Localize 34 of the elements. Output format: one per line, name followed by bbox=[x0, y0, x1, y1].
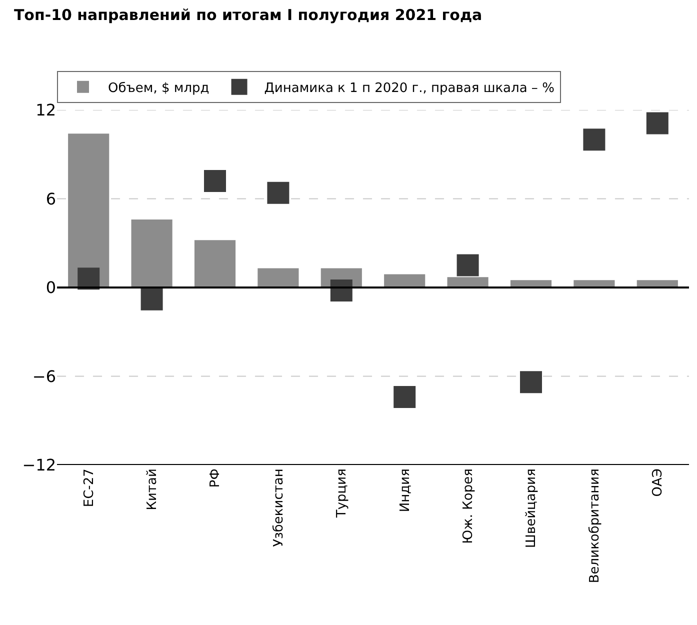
point bbox=[646, 112, 668, 134]
bar bbox=[68, 134, 110, 288]
x-tick-label: ОАЭ bbox=[650, 468, 666, 497]
point bbox=[330, 279, 352, 302]
point bbox=[394, 386, 416, 408]
bar bbox=[384, 274, 426, 288]
bar bbox=[131, 219, 172, 288]
x-tick-label: Швейцария bbox=[524, 468, 540, 548]
legend-label: Динамика к 1 п 2020 г., правая шкала – % bbox=[264, 80, 554, 96]
x-tick-label: РФ bbox=[208, 468, 224, 488]
x-tick-label: Китай bbox=[145, 468, 160, 510]
x-tick-label: Турция bbox=[334, 468, 350, 519]
point bbox=[78, 268, 100, 290]
x-tick-label: Индия bbox=[398, 468, 413, 512]
x-tick-label: ЕС-27 bbox=[82, 468, 97, 508]
y-tick-label: 6 bbox=[46, 189, 56, 208]
bar bbox=[447, 277, 488, 288]
legend-label: Объем, $ млрд bbox=[108, 80, 210, 96]
point bbox=[456, 254, 479, 276]
x-tick-label: Юж. Корея bbox=[461, 468, 476, 544]
x-tick-label: Узбекистан bbox=[271, 468, 286, 547]
point bbox=[520, 371, 542, 394]
point bbox=[204, 170, 226, 192]
point bbox=[583, 128, 606, 151]
bar bbox=[194, 240, 236, 288]
point bbox=[140, 288, 163, 310]
point bbox=[267, 182, 290, 204]
y-tick-label: −12 bbox=[22, 456, 56, 475]
y-tick-label: −6 bbox=[32, 366, 56, 386]
y-tick-label: 12 bbox=[36, 100, 56, 120]
bar bbox=[258, 268, 299, 288]
x-tick-label: Великобритания bbox=[587, 468, 602, 584]
y-tick-label: 0 bbox=[46, 278, 56, 298]
chart-title: Топ-10 направлений по итогам I полугодия 2021 года bbox=[14, 6, 482, 24]
